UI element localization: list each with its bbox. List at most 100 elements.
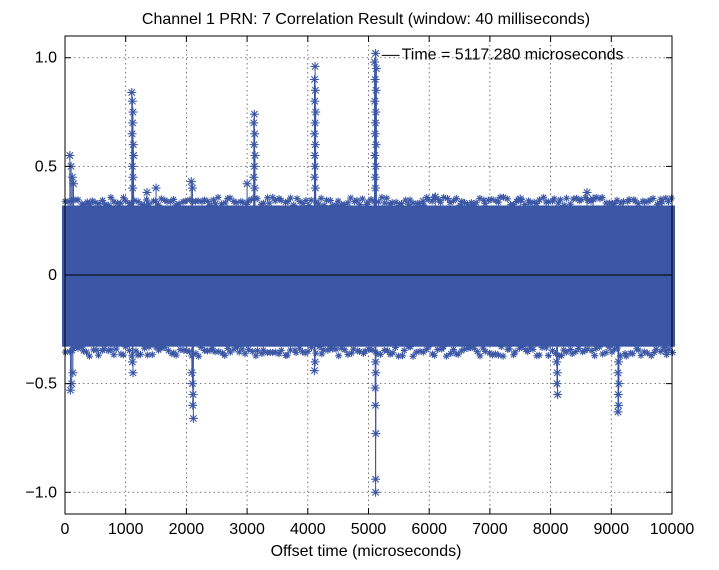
asterisk-stroke <box>66 151 74 160</box>
asterisk-stroke <box>389 199 396 206</box>
noise-fringe-marker <box>99 196 107 204</box>
asterisk-stroke <box>399 352 406 359</box>
asterisk-stroke <box>606 344 612 351</box>
asterisk-stroke <box>347 195 354 201</box>
noise-fringe-marker <box>476 352 484 360</box>
asterisk-stroke <box>68 380 76 388</box>
noise-fringe-marker <box>172 201 180 209</box>
x-tick-label: 2000 <box>169 521 205 538</box>
asterisk-stroke <box>310 130 319 138</box>
data-point-marker <box>588 194 598 204</box>
asterisk-stroke <box>311 62 319 70</box>
asterisk-stroke <box>224 345 231 352</box>
asterisk-stroke <box>635 200 642 207</box>
asterisk-stroke <box>311 162 319 170</box>
asterisk-stroke <box>495 352 502 358</box>
asterisk-stroke <box>622 350 628 357</box>
asterisk-stroke <box>250 173 258 181</box>
data-point-marker <box>127 129 137 139</box>
noise-fringe-marker <box>186 196 194 204</box>
noise-fringe-marker <box>241 350 249 358</box>
asterisk-stroke <box>233 199 239 206</box>
data-point-marker <box>418 196 428 206</box>
asterisk-stroke <box>392 344 399 351</box>
asterisk-stroke <box>623 353 630 359</box>
asterisk-stroke <box>527 200 534 206</box>
noise-fringe-marker <box>544 352 552 360</box>
asterisk-stroke <box>130 151 138 160</box>
asterisk-stroke <box>254 347 261 354</box>
asterisk-stroke <box>401 347 408 354</box>
noise-fringe-marker <box>384 347 392 355</box>
asterisk-stroke <box>210 197 217 203</box>
asterisk-stroke <box>126 347 133 354</box>
asterisk-stroke <box>444 195 451 202</box>
asterisk-stroke <box>554 390 562 399</box>
asterisk-stroke <box>297 198 303 205</box>
asterisk-stroke <box>155 202 162 208</box>
data-point-marker <box>370 118 380 128</box>
data-point-marker <box>310 85 320 95</box>
noise-fringe-marker <box>356 201 364 209</box>
asterisk-stroke <box>369 346 375 353</box>
noise-fringe-marker <box>259 346 267 354</box>
noise-fringe-marker <box>315 343 323 351</box>
asterisk-stroke <box>398 200 405 207</box>
asterisk-stroke <box>354 197 360 204</box>
noise-fringe-marker <box>442 352 450 360</box>
data-point-marker <box>250 151 260 160</box>
asterisk-stroke <box>372 49 380 57</box>
data-point-marker <box>66 161 76 171</box>
noise-band-fill <box>62 205 675 347</box>
asterisk-stroke <box>504 196 511 202</box>
noise-fringe-marker <box>368 346 376 354</box>
asterisk-stroke <box>122 344 129 350</box>
noise-fringe-marker <box>400 347 408 355</box>
data-point-marker <box>310 118 320 128</box>
asterisk-stroke <box>251 184 259 192</box>
asterisk-stroke <box>641 349 648 355</box>
asterisk-stroke <box>129 369 137 377</box>
noise-fringe-marker <box>94 351 102 359</box>
data-point-marker <box>370 172 380 182</box>
asterisk-stroke <box>83 349 90 355</box>
noise-fringe-marker <box>277 346 285 354</box>
asterisk-stroke <box>227 195 234 201</box>
noise-fringe-marker <box>397 199 405 207</box>
noise-fringe-marker <box>591 352 599 360</box>
noise-fringe-marker <box>315 200 323 208</box>
asterisk-stroke <box>204 198 211 205</box>
asterisk-stroke <box>249 348 256 355</box>
asterisk-stroke <box>453 195 460 202</box>
asterisk-stroke <box>461 346 468 352</box>
asterisk-stroke <box>614 197 620 204</box>
noise-fringe-marker <box>667 194 675 202</box>
asterisk-stroke <box>120 352 127 358</box>
asterisk-stroke <box>215 194 221 201</box>
asterisk-stroke <box>573 195 580 202</box>
asterisk-stroke <box>149 351 156 358</box>
asterisk-stroke <box>67 162 75 170</box>
asterisk-stroke <box>173 352 180 359</box>
noise-fringe-marker <box>335 352 343 360</box>
asterisk-stroke <box>299 348 306 355</box>
asterisk-stroke <box>250 162 258 170</box>
noise-fringe-marker <box>358 195 366 203</box>
asterisk-stroke <box>272 197 279 204</box>
asterisk-stroke <box>476 195 483 202</box>
data-point-marker <box>309 129 319 139</box>
data-point-marker <box>371 48 381 58</box>
noise-fringe-marker <box>568 350 576 358</box>
noise-fringe-marker <box>181 197 189 205</box>
asterisk-stroke <box>356 348 363 355</box>
noise-fringe-marker <box>598 193 606 201</box>
noise-fringe-marker <box>292 349 300 357</box>
noise-fringe-marker <box>560 201 568 209</box>
asterisk-stroke <box>447 350 454 357</box>
noise-fringe-marker <box>535 351 543 359</box>
axes: 0 1000 2000 3000 4000 5000 6000 7000 8000 9000 100… <box>25 35 694 538</box>
asterisk-stroke <box>662 195 669 202</box>
asterisk-stroke <box>431 352 438 359</box>
noise-fringe-marker <box>284 198 292 206</box>
peak-annotation: Time = 5117.280 microseconds <box>381 47 624 64</box>
